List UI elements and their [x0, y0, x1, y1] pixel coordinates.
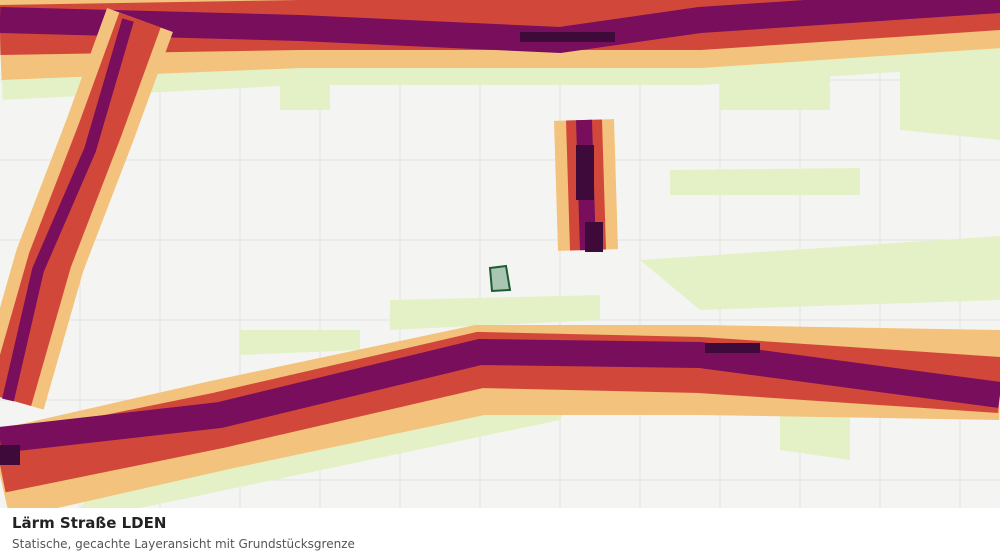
map-title: Lärm Straße LDEN — [12, 514, 167, 532]
noise-map — [0, 0, 1000, 508]
caption: Lärm Straße LDEN Statische, gecachte Lay… — [0, 508, 1000, 560]
map-subtitle: Statische, gecachte Layeransicht mit Gru… — [12, 537, 355, 551]
parcel-boundary[interactable] — [488, 264, 512, 293]
road-left — [0, 8, 173, 410]
road-bottom — [0, 325, 1000, 508]
street-vertical — [520, 32, 618, 252]
